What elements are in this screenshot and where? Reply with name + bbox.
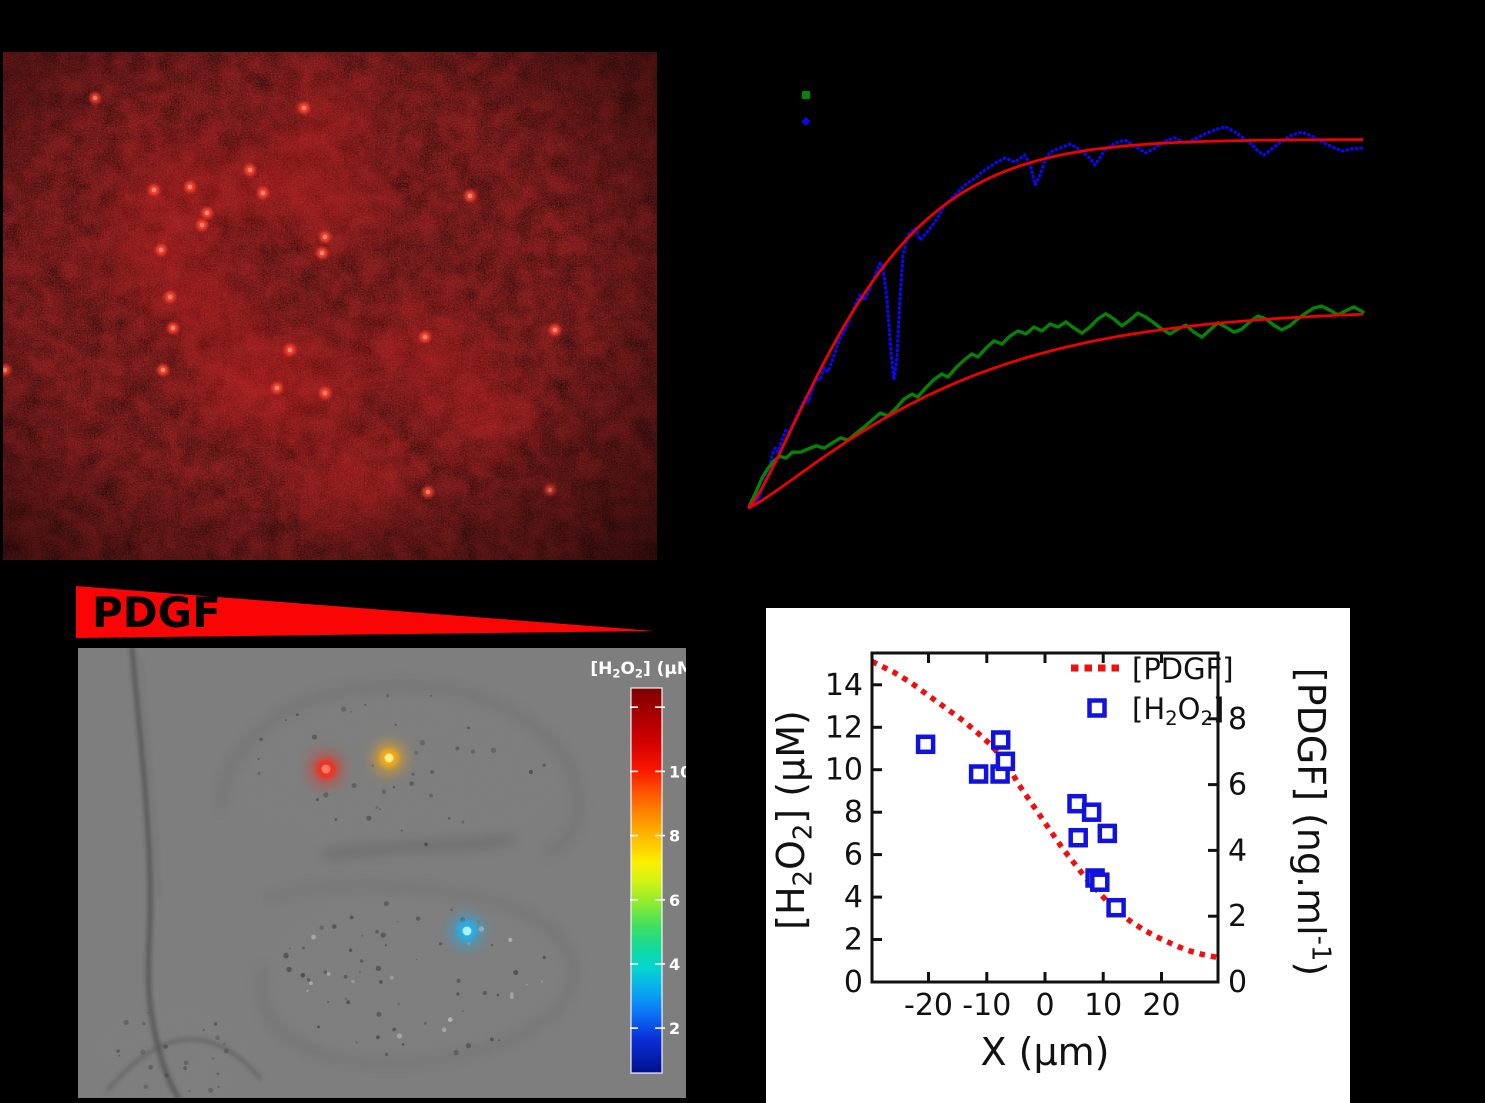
trace-blue [748,125,1365,510]
left-cell-edge [129,648,181,1098]
legend-label-pdgf: [PDGF] [1132,652,1234,686]
colorbar-title: [H2O2] (µM) [590,659,686,680]
x-tick-label: -20 [904,988,953,1023]
PDGF-profile [870,659,1219,961]
right-y-tick-label: 6 [1228,768,1247,803]
data-point-square [1097,823,1118,844]
fit-blue [746,138,1364,509]
left-y-tick-label: 12 [825,710,863,745]
kinetics-plot [746,91,1365,510]
data-point-square [968,764,989,784]
cells-overlay-image: 10 8 6 4 2 [H2O2] (µM) [78,648,686,1098]
legend-square-sample [1087,698,1107,718]
lower-cell-outline [259,883,575,1065]
x-tick-label: 10 [1084,988,1122,1023]
data-point-square [990,730,1011,750]
plot-card-background [766,608,1350,1103]
right-y-tick-label: 8 [1228,702,1247,737]
right-y-axis-label: [PDGF] (ng.ml-1) [1289,668,1335,976]
left-y-tick-label: 14 [825,668,863,703]
trace-green [748,304,1365,507]
right-y-tick-label: 0 [1228,965,1247,1000]
legend-label-h2o2: [H2O2] [1132,692,1224,730]
right-y-tick-label: 4 [1228,833,1247,868]
x-axis-label: X (µm) [981,1030,1110,1074]
upper-cell-outline [218,683,581,855]
colorbar-tick-label: 8 [669,827,680,846]
h2o2-measurement-spots [309,741,484,948]
vignette [3,52,657,560]
axes-frame: -20 -10 0 10 20 0 2 4 6 8 10 12 14 0 2 4 6 8 [825,651,1247,1023]
x-tick-label: 20 [1142,988,1180,1023]
intracellular-granules [116,694,546,1093]
gradient-triangle [76,586,655,638]
x-tick-label: 0 [1035,988,1054,1023]
colorbar-tick-label: 10 [669,762,686,781]
left-y-tick-label: 8 [844,795,863,830]
left-y-tick-label: 0 [844,965,863,1000]
kinetic-traces [746,125,1365,510]
legend-square-marker [802,91,810,99]
fit-green [747,312,1364,510]
left-cell-inner-edge [140,657,160,899]
data-point-square [1081,802,1102,822]
foot-outline [106,1037,262,1092]
colorbar-ticks: 10 8 6 4 2 [630,706,686,1038]
right-y-tick-label: 2 [1228,899,1247,934]
left-y-tick-label: 10 [825,753,863,788]
left-cell-foot-texture [95,1006,251,1098]
left-y-tick-label: 6 [844,838,863,873]
colorbar-tick-label: 6 [669,891,680,910]
cell-membranes [106,648,581,1098]
colorbar-tick-label: 2 [669,1019,680,1038]
left-y-axis-label: [H2O2] (µM) [769,710,819,930]
data-point-square [1068,827,1088,848]
scatter-series [870,659,1219,961]
data-point-square [1106,897,1126,918]
cell-cell-boundary [325,836,513,858]
x-tick-label: -10 [962,988,1011,1023]
colorbar-gradient [630,687,663,1074]
pdgf-label: PDGF [92,588,221,637]
pdgf-gradient-wedge: PDGF [76,586,655,638]
legend-markers [801,91,811,126]
left-y-tick-label: 2 [844,923,863,958]
h2o2-vs-position-plot: -20 -10 0 10 20 0 2 4 6 8 10 12 14 0 2 4 6 8 X (µm) [H2O2] … [766,608,1350,1103]
data-point-square [1090,872,1110,892]
plot-legend: [PDGF] [H2O2] [1071,652,1234,730]
colorbar-tick-label: 4 [669,955,680,974]
data-point-square [915,734,936,755]
h2o2-colorbar: 10 8 6 4 2 [630,687,686,1074]
legend-diamond-marker [801,117,811,126]
data-point-square [995,751,1016,772]
fluorescence-micrograph [3,52,657,560]
left-y-tick-label: 4 [844,880,863,915]
